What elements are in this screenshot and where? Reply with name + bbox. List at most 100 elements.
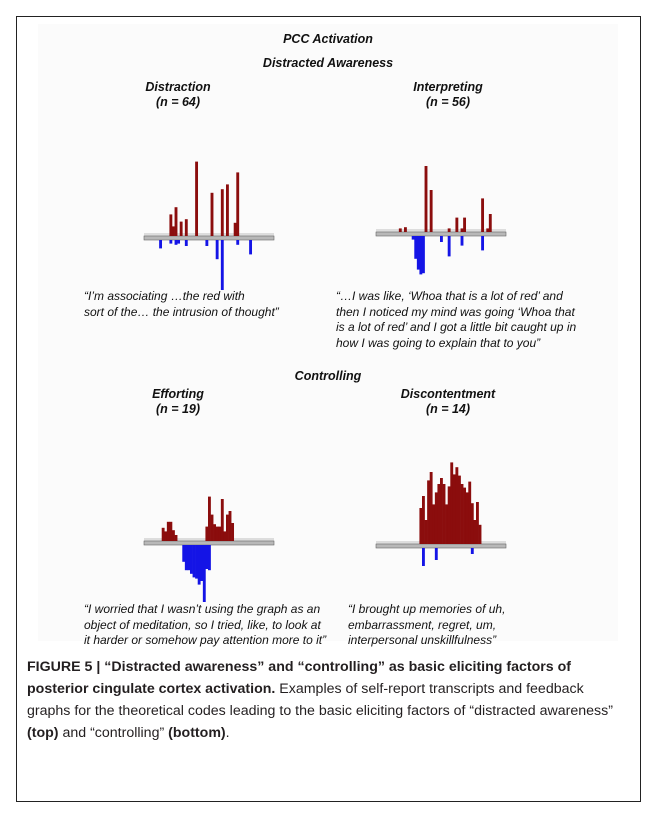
panel-title-discontentment: Discontentment xyxy=(400,387,496,401)
deactivation-bar xyxy=(434,548,438,560)
activation-bar xyxy=(169,521,173,541)
deactivation-bar xyxy=(159,240,163,249)
activation-bar xyxy=(195,161,199,236)
caption-text: Examples of self-report transcripts and … xyxy=(27,681,613,719)
panel-n-distraction: (n = 64) xyxy=(155,95,201,109)
activation-bar xyxy=(164,531,168,541)
deactivation-bar xyxy=(460,236,464,246)
activation-bar xyxy=(398,228,402,232)
deactivation-bar xyxy=(416,236,420,270)
activation-bar xyxy=(452,474,456,544)
panel-title-interpreting: Interpreting xyxy=(413,80,483,94)
activation-bar xyxy=(468,481,472,544)
panel-n-efforting: (n = 19) xyxy=(155,402,201,416)
activation-bar xyxy=(213,524,217,541)
activation-bar xyxy=(463,487,467,544)
activation-bar xyxy=(460,484,464,544)
activation-bar xyxy=(205,526,209,541)
deactivation-bar xyxy=(470,548,474,554)
caption-bottom: (bottom) xyxy=(168,725,226,741)
activation-bar xyxy=(210,514,214,541)
activation-bar xyxy=(218,526,222,541)
deactivation-bar xyxy=(422,548,425,566)
activation-bar xyxy=(445,504,449,544)
activation-bar xyxy=(223,531,227,541)
activation-bar xyxy=(169,214,173,236)
quote-line: “…I was like, ‘Whoa that is a lot of red… xyxy=(336,289,563,303)
quote-distraction: “I’m associating …the red with sort of t… xyxy=(84,289,279,320)
quote-line: it harder or somehow pay attention more … xyxy=(84,633,327,647)
graph-distraction xyxy=(143,161,275,290)
axis-shadow xyxy=(376,229,506,232)
figure-panel: PCC Activation Distracted Awareness Dist… xyxy=(38,24,618,647)
activation-bar xyxy=(236,172,240,236)
activation-bar xyxy=(429,472,433,544)
figure-frame xyxy=(16,16,641,802)
graph-interpreting xyxy=(375,166,507,275)
baseline-axis xyxy=(375,543,507,549)
figure-title: PCC Activation xyxy=(283,32,373,46)
deactivation-bar xyxy=(440,236,443,242)
baseline-axis xyxy=(143,235,275,241)
deactivation-bar xyxy=(192,545,196,578)
quote-line: embarrassment, regret, um, xyxy=(348,617,497,632)
quote-interpreting: “…I was like, ‘Whoa that is a lot of red… xyxy=(336,289,576,351)
quote-line: interpersonal unskillfulness” xyxy=(348,633,497,647)
deactivation-bar xyxy=(182,545,186,562)
activation-bar xyxy=(488,214,492,232)
activation-bar xyxy=(233,222,237,236)
activation-bar xyxy=(174,207,178,236)
deactivation-bar xyxy=(177,240,181,244)
deactivation-bar xyxy=(190,545,193,574)
caption-top: (top) xyxy=(27,725,59,741)
quote-line: “I’m associating …the red with xyxy=(84,289,245,303)
activation-bar xyxy=(424,520,428,544)
axis-shadow xyxy=(144,233,274,236)
quote-line: object of meditation, so I tried, like, … xyxy=(84,617,321,632)
activation-bar xyxy=(473,520,477,544)
panel-title-efforting: Efforting xyxy=(152,387,204,401)
deactivation-bar xyxy=(184,545,188,571)
activation-bar xyxy=(437,484,441,544)
panel-n-discontentment: (n = 14) xyxy=(425,402,471,416)
caption-label: FIGURE 5 | “Distracted awareness” and “c… xyxy=(27,659,572,697)
activation-bar xyxy=(447,486,451,544)
activation-bar xyxy=(432,504,436,544)
baseline-axis xyxy=(143,540,275,546)
activation-bar xyxy=(220,189,224,236)
activation-bar xyxy=(215,526,219,541)
deactivation-bar xyxy=(447,236,451,257)
activation-bar xyxy=(447,228,451,232)
activation-bar xyxy=(174,535,178,541)
deactivation-bar xyxy=(249,240,253,255)
deactivation-bar xyxy=(205,545,209,569)
activation-bar xyxy=(427,480,431,544)
quote-discontentment: “I brought up memories of uh, embarrassm… xyxy=(348,602,505,649)
activation-bar xyxy=(478,524,482,544)
activation-bar xyxy=(228,511,232,541)
deactivation-bar xyxy=(169,240,173,244)
activation-bar xyxy=(434,492,438,544)
section-title-controlling: Controlling xyxy=(294,369,362,383)
graph-efforting xyxy=(143,496,275,602)
quote-line: then I noticed my mind was going ‘Whoa t… xyxy=(336,304,575,319)
activation-bar xyxy=(463,217,467,232)
activation-bar xyxy=(208,496,211,541)
caption-text-2: and “controlling” xyxy=(58,725,169,741)
activation-bar xyxy=(481,198,485,232)
activation-bar xyxy=(455,217,459,232)
activation-bar xyxy=(166,521,170,541)
activation-bar xyxy=(455,467,459,544)
deactivation-bar xyxy=(195,545,199,579)
activation-bar xyxy=(172,530,175,541)
quote-efforting: “I worried that I wasn’t using the graph… xyxy=(84,602,326,649)
panel-title-distraction: Distraction xyxy=(145,80,211,94)
deactivation-bar xyxy=(411,236,415,240)
activation-bar xyxy=(220,499,224,541)
deactivation-bar xyxy=(205,240,209,246)
activation-bar xyxy=(172,226,175,236)
deactivation-bar xyxy=(215,240,219,260)
deactivation-bar xyxy=(200,545,204,581)
quote-line: “I worried that I wasn’t using the graph… xyxy=(84,602,321,616)
caption-end: . xyxy=(225,725,230,741)
